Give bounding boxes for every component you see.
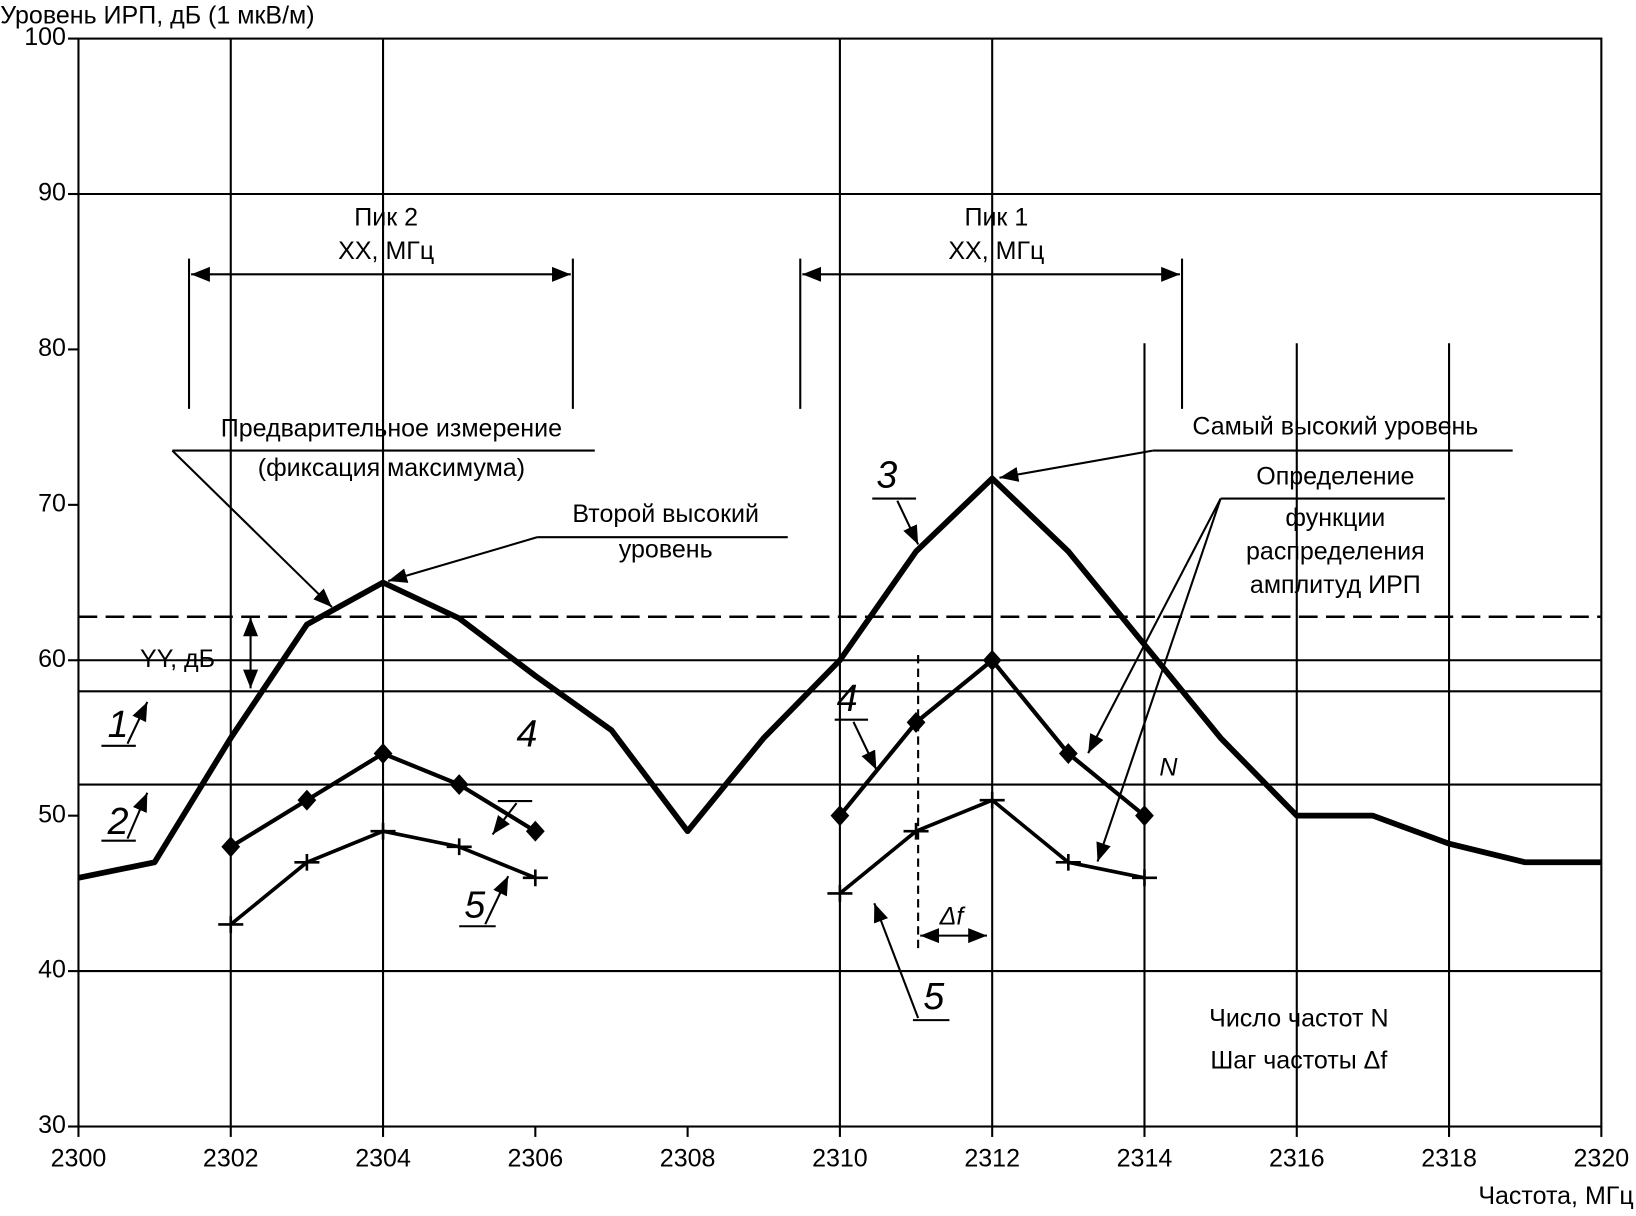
diamond-marker [373, 743, 393, 764]
plus-marker [522, 869, 548, 887]
series-label: 4 [517, 712, 538, 754]
annotation: Определение [1256, 462, 1414, 490]
x-tick-label: 2308 [660, 1144, 716, 1172]
annotation: YY, дБ [140, 645, 215, 673]
diamond-marker [449, 774, 469, 796]
plus-marker [1055, 853, 1081, 871]
x-tick-label: 2318 [1421, 1144, 1477, 1172]
annotation: (фиксация максимума) [258, 454, 525, 482]
plus-marker [1131, 869, 1157, 887]
plus-marker [294, 853, 320, 871]
y-axis-label: Уровень ИРП, дБ (1 мкВ/м) [0, 1, 314, 29]
diamond-marker [982, 649, 1002, 671]
y-tick-label: 100 [24, 23, 66, 51]
annotation: Предварительное измерение [221, 414, 562, 442]
y-tick-label: 80 [38, 334, 66, 362]
annotation: Пик 2 [354, 204, 418, 232]
diamond-marker [525, 820, 545, 842]
annotation: Пик 1 [964, 204, 1028, 232]
y-tick-label: 40 [38, 956, 66, 984]
reference-label: 1 [108, 703, 129, 745]
series-label: 3 [876, 454, 897, 496]
y-tick-label: 70 [38, 489, 66, 517]
diamond-marker [830, 805, 850, 827]
plus-marker [446, 838, 472, 856]
annotation: N [1159, 753, 1178, 781]
x-axis-label: Частота, МГц [1478, 1182, 1633, 1210]
series-label: 5 [464, 883, 485, 925]
plus-marker [979, 791, 1005, 809]
annotation: распределения [1246, 537, 1425, 565]
annotation-graphics [101, 258, 1513, 1022]
plus-marker [903, 822, 929, 840]
diamond-marker [297, 789, 317, 811]
x-tick-label: 2314 [1117, 1144, 1173, 1172]
y-tick-label: 30 [38, 1111, 66, 1139]
annotation: Второй высокий [572, 500, 759, 528]
diamond-marker [221, 836, 241, 858]
annotation: Число частот N [1209, 1005, 1388, 1033]
plus-marker [218, 916, 244, 933]
series-line [77, 475, 1602, 881]
annotation: уровень [619, 535, 713, 563]
annotation: Δf [939, 903, 967, 931]
x-tick-label: 2320 [1574, 1144, 1630, 1172]
annotation: XX, МГц [338, 237, 434, 265]
annotation: XX, МГц [948, 237, 1044, 265]
x-tick-label: 2304 [355, 1144, 411, 1172]
x-tick-label: 2306 [508, 1144, 564, 1172]
annotation: функции [1285, 504, 1385, 532]
annotation: Шаг частоты Δf [1210, 1046, 1387, 1074]
x-tick-label: 2302 [203, 1144, 259, 1172]
plus-marker [827, 885, 853, 902]
x-tick-label: 2316 [1269, 1144, 1325, 1172]
series-label: 4 [837, 677, 858, 719]
y-tick-label: 50 [38, 800, 66, 828]
reference-label: 2 [107, 800, 129, 842]
x-tick-label: 2300 [51, 1144, 107, 1172]
x-tick-label: 2312 [964, 1144, 1020, 1172]
y-tick-label: 60 [38, 645, 66, 673]
series-label: 5 [923, 975, 944, 1017]
plus-marker [370, 822, 396, 840]
annotation: амплитуд ИРП [1250, 571, 1421, 599]
y-tick-label: 90 [38, 179, 66, 207]
annotation: Самый высокий уровень [1192, 412, 1478, 440]
x-tick-label: 2310 [812, 1144, 868, 1172]
